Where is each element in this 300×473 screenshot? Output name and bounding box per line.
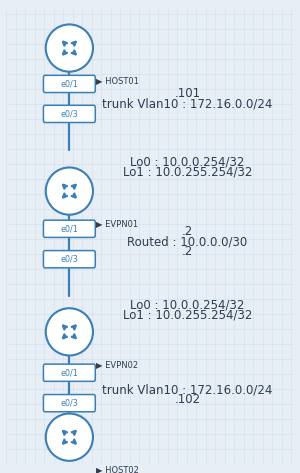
Text: e0/3: e0/3 bbox=[61, 254, 78, 264]
FancyBboxPatch shape bbox=[44, 251, 95, 268]
FancyBboxPatch shape bbox=[44, 394, 95, 412]
Text: e0/1: e0/1 bbox=[61, 368, 78, 377]
Ellipse shape bbox=[46, 308, 93, 356]
Text: trunk Vlan10 : 172.16.0.0/24: trunk Vlan10 : 172.16.0.0/24 bbox=[102, 384, 273, 396]
Text: ▶ HOST01: ▶ HOST01 bbox=[96, 76, 139, 85]
Text: .102: .102 bbox=[174, 394, 200, 406]
Text: Lo0 : 10.0.0.254/32: Lo0 : 10.0.0.254/32 bbox=[130, 156, 244, 169]
Ellipse shape bbox=[46, 413, 93, 461]
Text: ▶ HOST02: ▶ HOST02 bbox=[96, 465, 139, 473]
FancyBboxPatch shape bbox=[44, 75, 95, 93]
Text: ▶ EVPN01: ▶ EVPN01 bbox=[96, 219, 138, 228]
Text: trunk Vlan10 : 172.16.0.0/24: trunk Vlan10 : 172.16.0.0/24 bbox=[102, 97, 273, 110]
Text: e0/3: e0/3 bbox=[61, 399, 78, 408]
FancyBboxPatch shape bbox=[44, 220, 95, 237]
Text: e0/1: e0/1 bbox=[61, 79, 78, 88]
Text: Routed : 10.0.0.0/30: Routed : 10.0.0.0/30 bbox=[127, 236, 248, 248]
Ellipse shape bbox=[46, 167, 93, 215]
Text: .101: .101 bbox=[174, 87, 200, 100]
Text: .2: .2 bbox=[182, 245, 193, 258]
FancyBboxPatch shape bbox=[44, 364, 95, 381]
Text: e0/3: e0/3 bbox=[61, 109, 78, 118]
FancyBboxPatch shape bbox=[44, 105, 95, 123]
Text: Lo1 : 10.0.255.254/32: Lo1 : 10.0.255.254/32 bbox=[123, 166, 252, 179]
Text: Lo0 : 10.0.0.254/32: Lo0 : 10.0.0.254/32 bbox=[130, 298, 244, 311]
Text: ▶ EVPN02: ▶ EVPN02 bbox=[96, 360, 138, 369]
Text: e0/1: e0/1 bbox=[61, 224, 78, 233]
Text: Lo1 : 10.0.255.254/32: Lo1 : 10.0.255.254/32 bbox=[123, 308, 252, 321]
Ellipse shape bbox=[46, 25, 93, 72]
Text: .2: .2 bbox=[182, 226, 193, 238]
